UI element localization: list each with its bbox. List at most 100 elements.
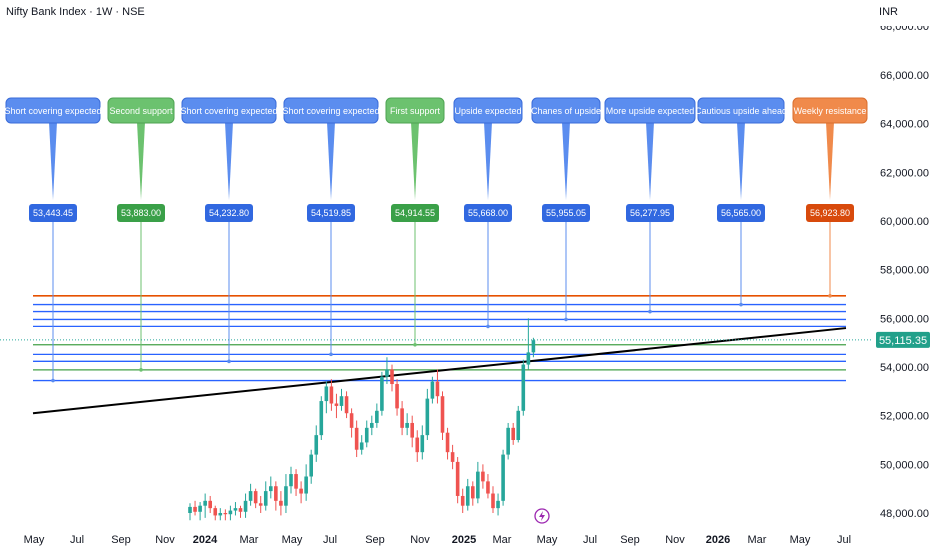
candle-body[interactable]	[511, 427, 515, 440]
price-box[interactable]	[307, 204, 355, 222]
candle-body[interactable]	[420, 435, 425, 453]
candle-body[interactable]	[410, 422, 414, 438]
candle-body[interactable]	[390, 369, 394, 385]
candle-body[interactable]	[208, 500, 212, 509]
candle-body[interactable]	[440, 396, 445, 433]
x-tick-label: 2024	[193, 534, 218, 546]
candle-body[interactable]	[455, 461, 460, 496]
candle-body[interactable]	[425, 398, 430, 436]
x-tick-label: 2025	[452, 534, 476, 546]
callout-box[interactable]	[385, 97, 445, 124]
candle-body[interactable]	[486, 481, 490, 494]
candle-body[interactable]	[344, 396, 349, 414]
candle-body[interactable]	[476, 471, 480, 499]
candle-body[interactable]	[370, 422, 374, 428]
candle-body[interactable]	[304, 476, 308, 494]
callout-label: First support	[390, 106, 441, 116]
candle-body[interactable]	[395, 384, 399, 409]
candle-body[interactable]	[289, 474, 293, 487]
candle-body[interactable]	[309, 454, 313, 477]
candle-body[interactable]	[405, 422, 409, 428]
price-box[interactable]	[806, 204, 854, 222]
candle-body[interactable]	[324, 386, 329, 402]
price-label: 56,923.80	[810, 208, 850, 218]
candle-body[interactable]	[253, 491, 258, 504]
candle-body[interactable]	[471, 486, 475, 499]
candle-body[interactable]	[284, 486, 288, 506]
candle-body[interactable]	[203, 500, 207, 506]
price-box[interactable]	[205, 204, 253, 222]
price-box[interactable]	[391, 204, 439, 222]
candle-body[interactable]	[339, 396, 344, 406]
callout-box[interactable]	[604, 97, 696, 124]
candle-body[interactable]	[445, 432, 450, 453]
candle-body[interactable]	[450, 452, 455, 462]
callout-box[interactable]	[453, 97, 523, 124]
candle-body[interactable]	[491, 493, 495, 509]
candle-body[interactable]	[238, 508, 243, 512]
candle-body[interactable]	[294, 474, 298, 489]
callout-anchor	[329, 352, 333, 357]
candle-body[interactable]	[274, 486, 278, 501]
candle-body[interactable]	[193, 506, 197, 512]
candle-body[interactable]	[496, 500, 500, 509]
candle-body[interactable]	[248, 491, 253, 501]
candle-body[interactable]	[516, 410, 521, 440]
candle-body[interactable]	[188, 506, 192, 513]
price-label: 54,232.80	[209, 208, 249, 218]
candle-body[interactable]	[375, 410, 379, 423]
callout-box[interactable]	[792, 97, 868, 124]
candle-body[interactable]	[481, 471, 485, 482]
candle-body[interactable]	[198, 505, 202, 512]
candle-body[interactable]	[430, 381, 435, 399]
callout-anchor	[564, 317, 568, 322]
candle-body[interactable]	[415, 437, 420, 453]
price-box[interactable]	[29, 204, 77, 222]
candle-body[interactable]	[258, 503, 263, 506]
callout-box[interactable]	[697, 97, 785, 124]
callout-box[interactable]	[531, 97, 601, 124]
candle-body[interactable]	[521, 364, 526, 411]
price-box[interactable]	[117, 204, 165, 222]
price-box[interactable]	[717, 204, 765, 222]
callout-box[interactable]	[181, 97, 277, 124]
candle-body[interactable]	[334, 403, 339, 406]
candle-body[interactable]	[279, 500, 283, 506]
candle-body[interactable]	[506, 427, 510, 455]
candle-body[interactable]	[299, 488, 303, 494]
candle-body[interactable]	[218, 513, 223, 516]
candle-body[interactable]	[465, 486, 470, 506]
callout-box[interactable]	[283, 97, 379, 124]
candle-body[interactable]	[319, 401, 324, 436]
trendline[interactable]	[32, 327, 847, 415]
candle-body[interactable]	[364, 427, 369, 443]
candle-body[interactable]	[314, 435, 319, 455]
candle-body[interactable]	[349, 413, 354, 428]
candle-body[interactable]	[385, 369, 389, 377]
candle-body[interactable]	[243, 500, 248, 512]
callout-box[interactable]	[5, 97, 101, 124]
candle-body[interactable]	[400, 408, 404, 428]
candle-body[interactable]	[526, 352, 531, 365]
candle-body[interactable]	[223, 513, 228, 515]
candle-body[interactable]	[263, 491, 268, 506]
price-box[interactable]	[626, 204, 674, 222]
symbol-title[interactable]: Nifty Bank Index · 1W · NSE	[6, 6, 145, 18]
candle-body[interactable]	[380, 376, 384, 411]
candle-body[interactable]	[228, 510, 233, 515]
price-box[interactable]	[464, 204, 512, 222]
candle-body[interactable]	[435, 381, 440, 397]
candle-body[interactable]	[329, 386, 334, 404]
candle-body[interactable]	[213, 508, 218, 516]
candle-body[interactable]	[269, 486, 273, 492]
candle-body[interactable]	[233, 508, 238, 511]
price-box[interactable]	[542, 204, 590, 222]
candle-body[interactable]	[359, 442, 364, 450]
candle-body[interactable]	[501, 454, 505, 501]
last-price-badge[interactable]	[876, 331, 930, 348]
candle-body[interactable]	[460, 495, 465, 506]
candle-body[interactable]	[354, 427, 359, 450]
candle-body[interactable]	[531, 340, 536, 353]
callout-box[interactable]	[107, 97, 175, 124]
